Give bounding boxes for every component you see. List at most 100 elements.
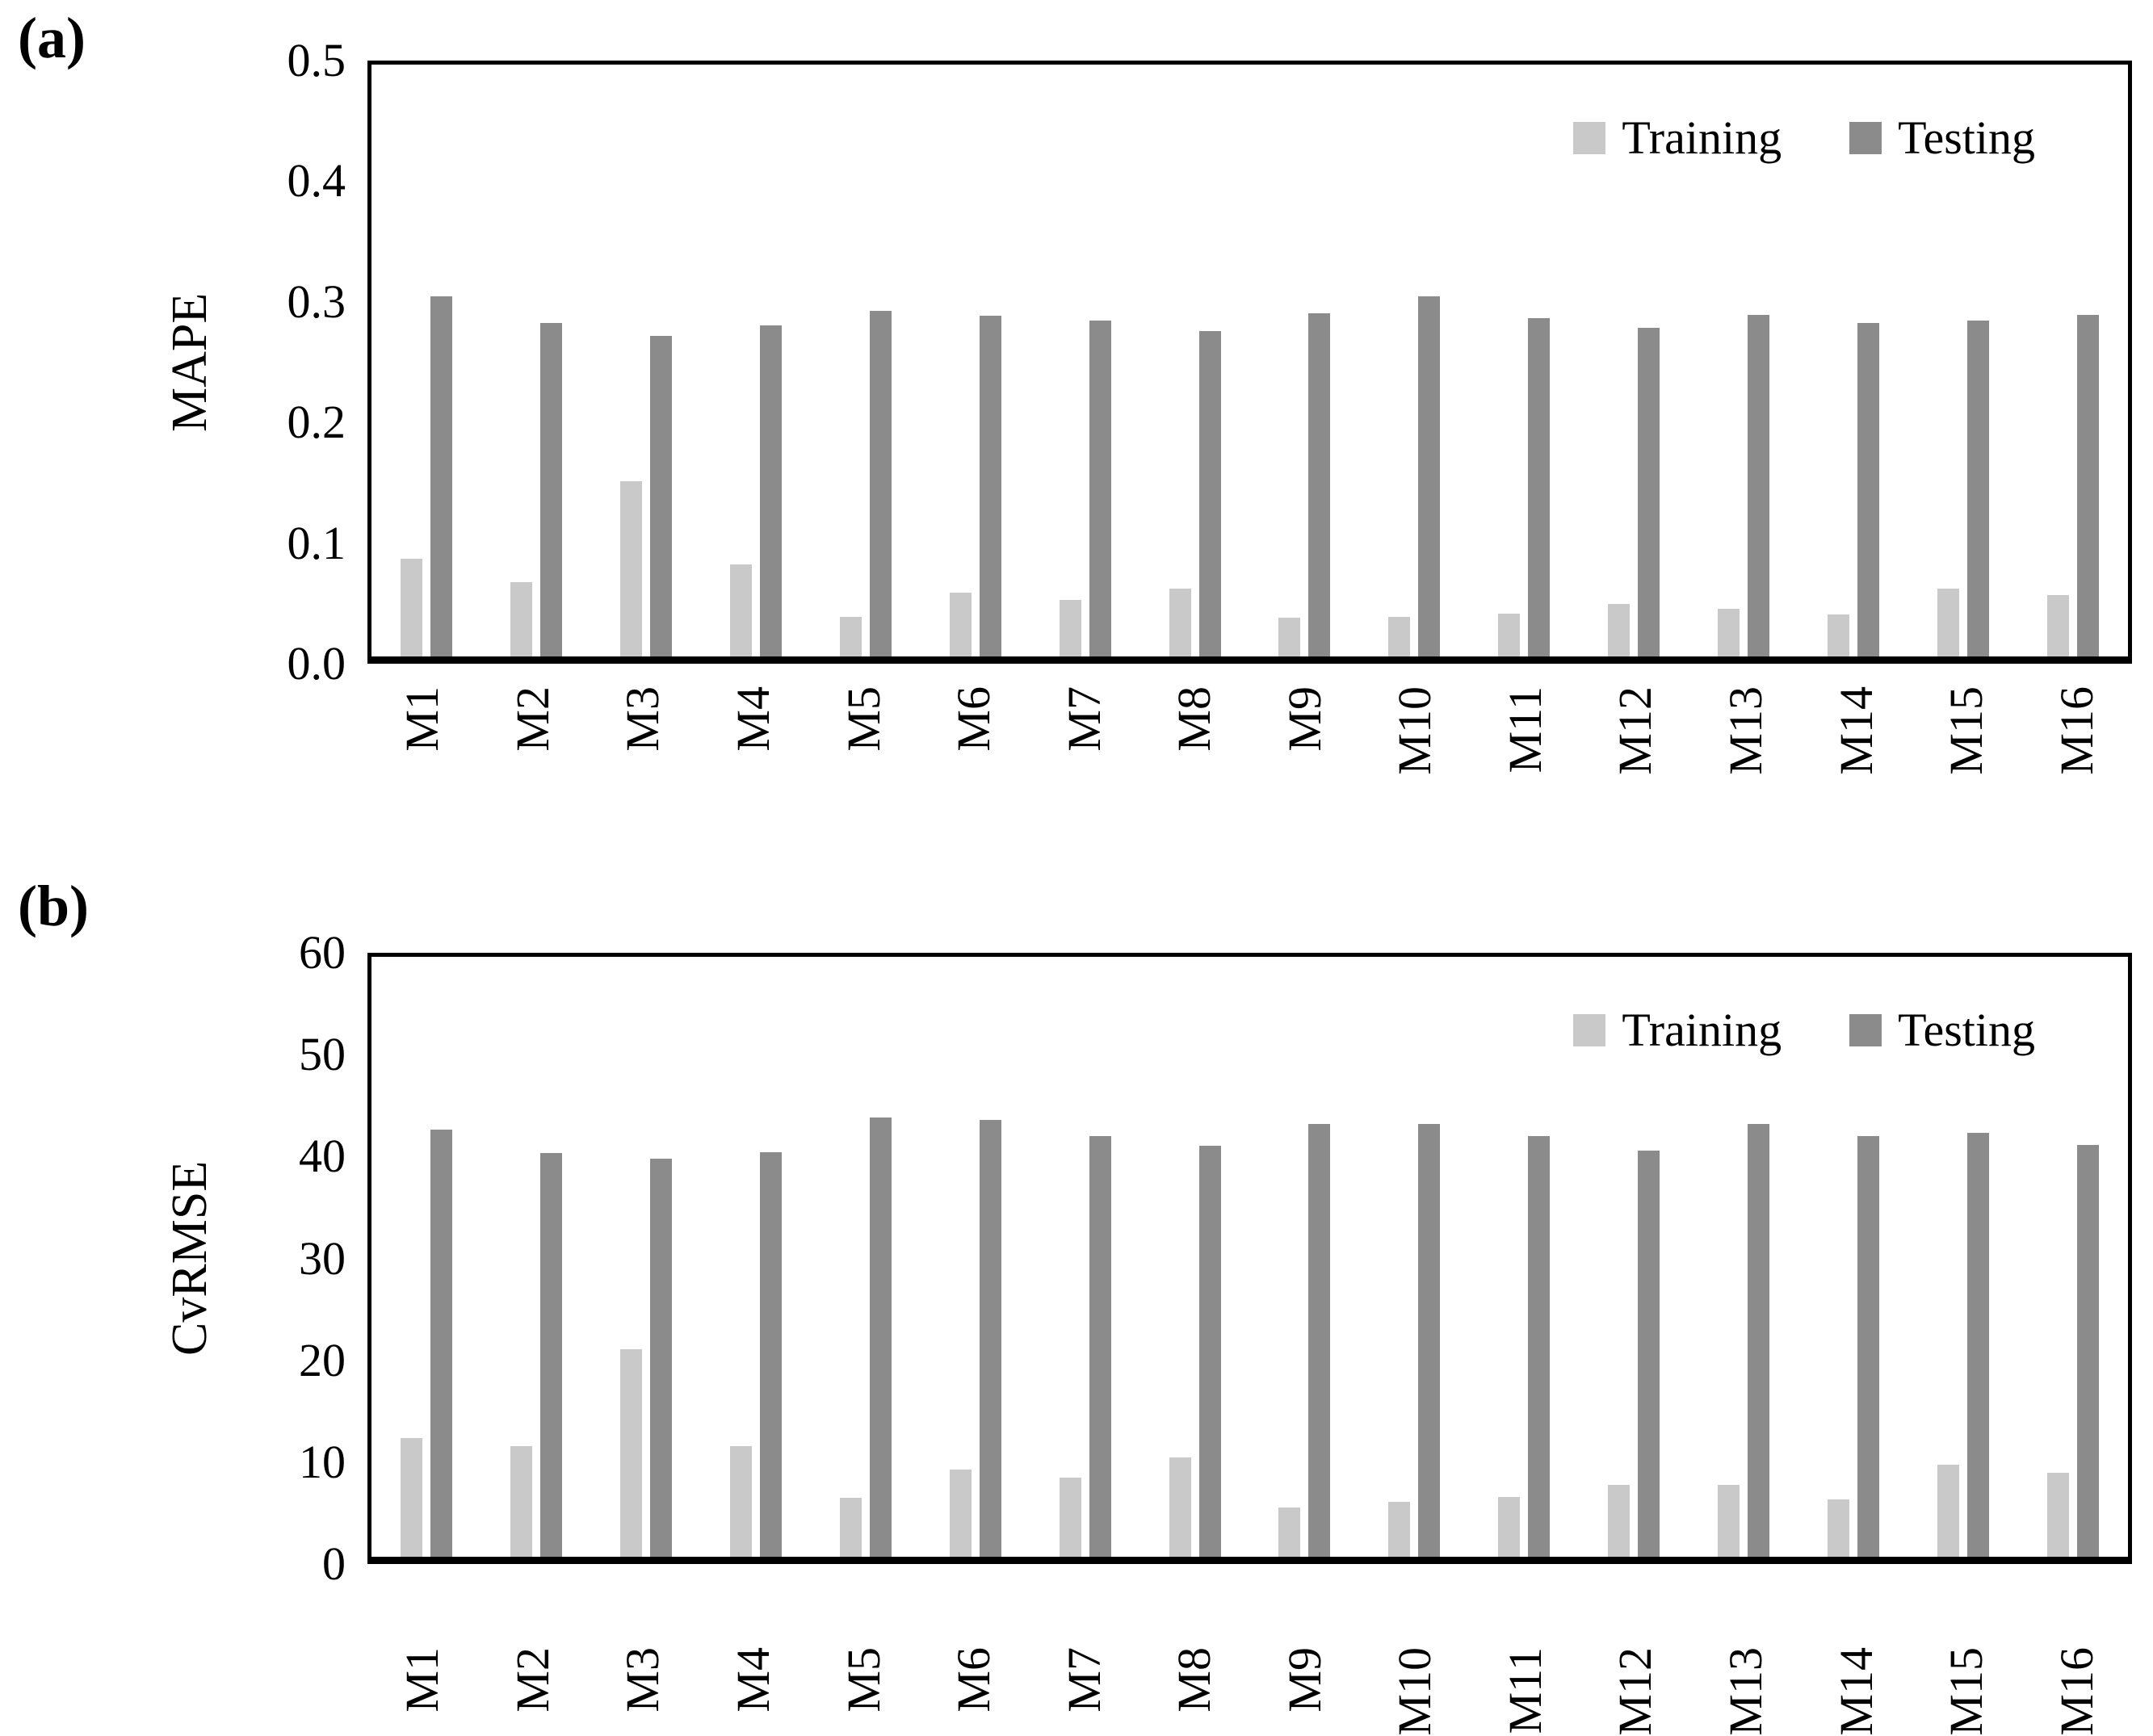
x-tick-label: M13 <box>1719 1647 1773 1736</box>
bar-training-M6 <box>949 593 972 660</box>
x-tick-cell: M3 <box>588 672 699 845</box>
x-tick-cell: M1 <box>367 672 478 845</box>
bar-testing-M11 <box>1528 317 1551 660</box>
x-tick-label: M11 <box>1498 1647 1551 1734</box>
x-tick-label: M16 <box>2050 1647 2103 1736</box>
x-tick-cell: M9 <box>1250 672 1361 845</box>
x-axis-line <box>367 1557 2132 1564</box>
bar-training-M9 <box>1278 1507 1301 1560</box>
x-tick-cell: M16 <box>2021 1633 2132 1736</box>
bar-group-M12 <box>1579 65 1689 660</box>
bar-testing-M2 <box>539 1152 562 1560</box>
x-tick-cell: M3 <box>588 1633 699 1736</box>
bar-testing-M6 <box>979 316 1001 660</box>
x-tick-label: M3 <box>616 1647 669 1713</box>
bar-group-M5 <box>811 957 921 1560</box>
y-tick-label: 0.3 <box>287 275 346 328</box>
panel-a: (a) MAPE 0.0 0.1 0.2 0.3 0.4 0.5 Training Tes… <box>18 6 2132 845</box>
x-tick-label: M15 <box>1940 686 1993 775</box>
y-tick-label: 0.1 <box>287 516 346 569</box>
x-tick-label: M15 <box>1940 1647 1993 1736</box>
bar-group-M9 <box>1250 957 1360 1560</box>
x-tick-label: M2 <box>506 1647 559 1713</box>
bar-training-M7 <box>1059 600 1081 660</box>
x-tick-label: M3 <box>616 686 669 752</box>
y-axis-title-cvrmse: CvRMSE <box>162 1160 217 1357</box>
bar-testing-M3 <box>649 1159 672 1560</box>
bar-group-M13 <box>1689 957 1798 1560</box>
x-tick-label: M4 <box>726 1647 779 1713</box>
x-tick-cell: M6 <box>919 672 1030 845</box>
x-tick-cell: M11 <box>1471 1633 1581 1736</box>
x-tick-cell: M9 <box>1250 1633 1361 1736</box>
bar-training-M10 <box>1388 616 1411 660</box>
bar-group-M10 <box>1359 957 1469 1560</box>
x-tick-cell: M15 <box>1912 1633 2022 1736</box>
bar-group-M2 <box>481 957 591 1560</box>
bar-testing-M5 <box>869 311 892 660</box>
bar-group-M3 <box>591 65 701 660</box>
bar-testing-M5 <box>869 1117 892 1560</box>
bar-group-M14 <box>1798 65 1908 660</box>
panel-a-label: (a) <box>18 6 86 70</box>
bar-training-M16 <box>2047 595 2070 660</box>
bar-testing-M10 <box>1418 1123 1441 1560</box>
bar-training-M5 <box>839 1497 862 1560</box>
y-axis-title-mape: MAPE <box>162 292 217 432</box>
bar-training-M14 <box>1828 1499 1850 1560</box>
bar-group-M4 <box>701 65 811 660</box>
x-tick-cell: M8 <box>1139 1633 1250 1736</box>
bar-group-M7 <box>1030 65 1140 660</box>
bar-training-M5 <box>839 616 862 660</box>
bar-training-M8 <box>1169 588 1191 660</box>
bar-training-M15 <box>1937 588 1960 660</box>
bar-testing-M8 <box>1198 1146 1221 1560</box>
bar-group-M7 <box>1030 957 1140 1560</box>
bar-testing-M12 <box>1638 327 1660 660</box>
bar-group-M8 <box>1140 957 1250 1560</box>
x-tick-label: M2 <box>506 686 559 752</box>
training-swatch <box>1573 1014 1606 1046</box>
x-tick-cell: M2 <box>478 1633 589 1736</box>
x-tick-label: M10 <box>1388 1647 1442 1736</box>
y-tick-label: 0 <box>322 1537 346 1590</box>
bar-group-M1 <box>371 65 481 660</box>
bar-group-M11 <box>1469 65 1579 660</box>
x-tick-cell: M12 <box>1580 1633 1691 1736</box>
bar-testing-M14 <box>1857 322 1880 660</box>
bar-group-M13 <box>1689 65 1798 660</box>
bar-training-M2 <box>510 582 532 660</box>
x-tick-label: M10 <box>1388 686 1442 775</box>
bar-group-M3 <box>591 957 701 1560</box>
x-tick-cell: M10 <box>1360 1633 1471 1736</box>
bar-group-M16 <box>2018 65 2128 660</box>
bar-training-M11 <box>1498 613 1521 660</box>
x-axis-labels: M1 M2 M3 M4 M5 M6 M7 M8 M9 M10 M11 M12 M13 M14 M15 M16 <box>367 1633 2132 1736</box>
y-tick-label: 0.5 <box>287 34 346 86</box>
bar-group-M14 <box>1798 957 1908 1560</box>
x-tick-cell: M13 <box>1691 672 1802 845</box>
bar-group-M9 <box>1250 65 1360 660</box>
x-tick-label: M14 <box>1829 686 1882 775</box>
bar-training-M11 <box>1498 1496 1521 1560</box>
bar-group-M11 <box>1469 957 1579 1560</box>
bar-training-M16 <box>2047 1472 2070 1560</box>
bar-training-M7 <box>1059 1477 1081 1560</box>
bar-testing-M9 <box>1308 313 1331 660</box>
x-tick-label: M16 <box>2050 686 2103 775</box>
x-tick-cell: M14 <box>1801 672 1912 845</box>
bar-training-M12 <box>1608 603 1630 660</box>
x-tick-cell: M7 <box>1029 1633 1139 1736</box>
bar-testing-M14 <box>1857 1135 1880 1560</box>
bar-group-M15 <box>1908 65 2018 660</box>
x-tick-label: M8 <box>1168 1647 1221 1713</box>
x-tick-label: M6 <box>947 686 1001 752</box>
x-tick-cell: M4 <box>699 1633 809 1736</box>
y-axis-ticks: 0 10 20 30 40 50 60 <box>225 929 346 1587</box>
y-tick-label: 20 <box>299 1333 346 1386</box>
bar-training-M1 <box>400 558 422 660</box>
bar-testing-M13 <box>1748 1123 1770 1560</box>
x-tick-label: M5 <box>837 686 890 752</box>
legend-label-training: Training <box>1622 111 1782 164</box>
bar-testing-M8 <box>1198 331 1221 660</box>
